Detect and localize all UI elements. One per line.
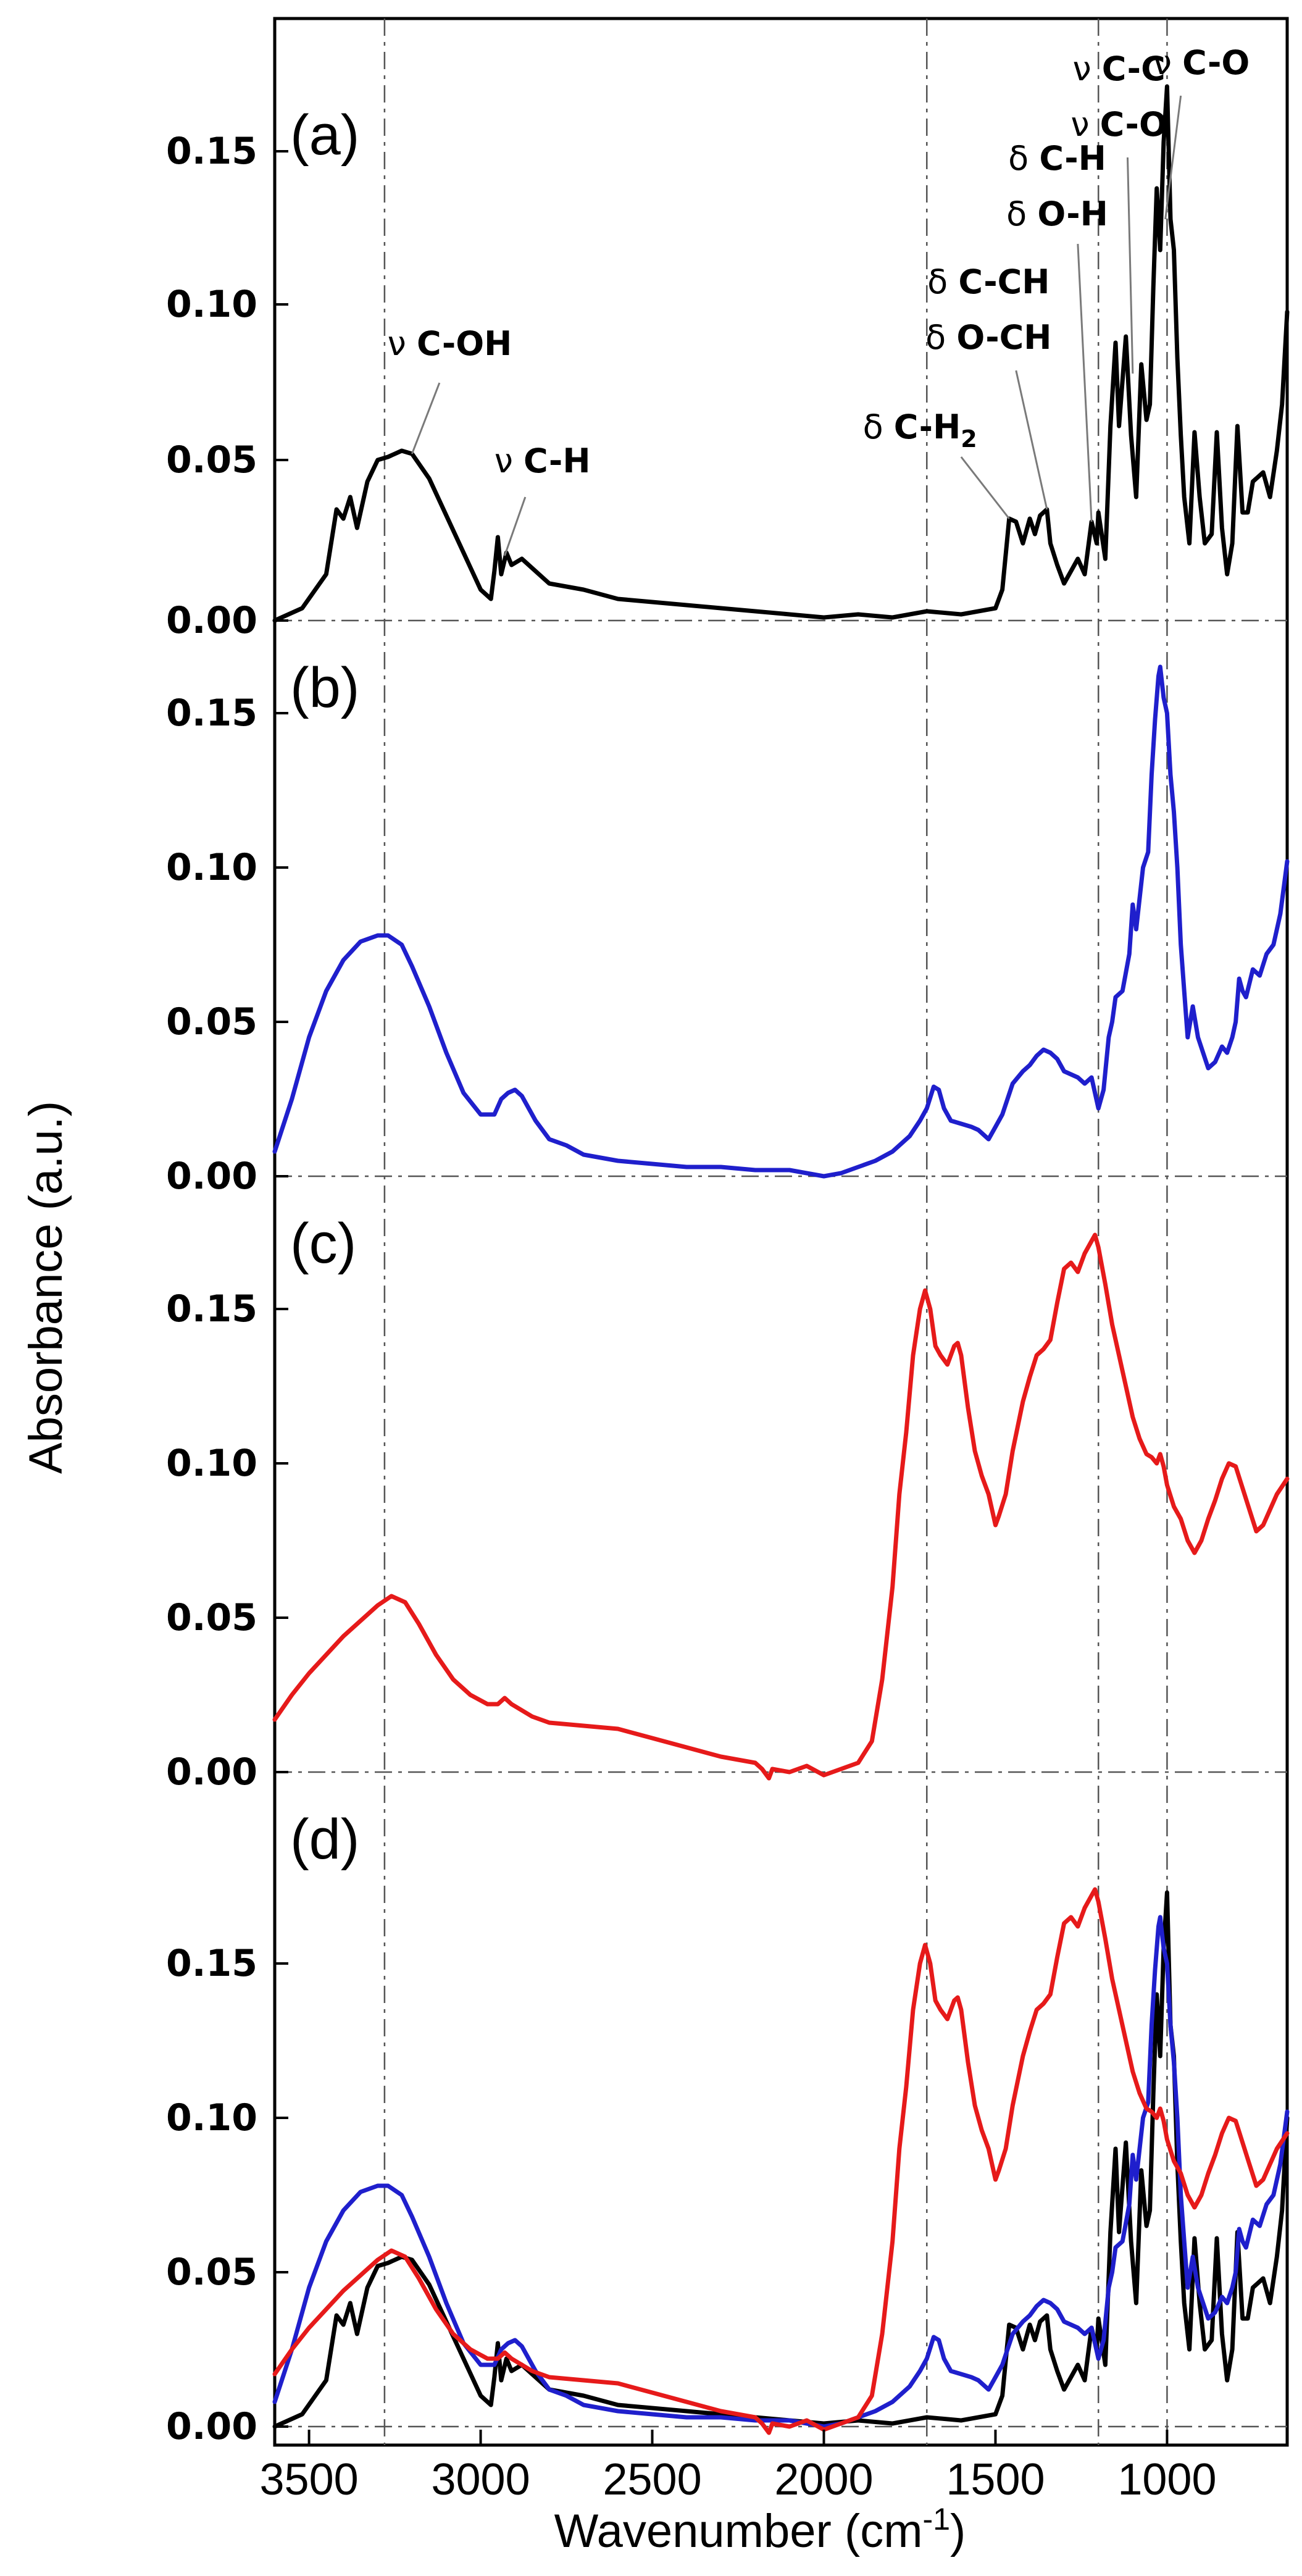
panel-label-a: (a) bbox=[290, 104, 359, 167]
annotation-leader-1 bbox=[504, 496, 527, 556]
annotation-2: δ C-H2 bbox=[863, 408, 977, 453]
annotation-0-symbol: ν bbox=[388, 324, 417, 363]
annotation-8-group: C-O bbox=[1100, 105, 1167, 144]
y-axis-title: Absorbance (a.u.) bbox=[20, 1101, 72, 1474]
y-tick-label-c-0.15: 0.15 bbox=[166, 1287, 257, 1331]
annotation-2-subscript: 2 bbox=[961, 425, 977, 453]
annotation-8: ν C-O bbox=[1070, 105, 1167, 144]
annotation-6-symbol: δ bbox=[1006, 194, 1037, 233]
y-tick-label-d-0.10: 0.10 bbox=[166, 2096, 257, 2139]
spectrum-line-d-c bbox=[272, 1887, 1290, 2435]
panel-label-d: (d) bbox=[290, 1808, 359, 1871]
annotation-2-symbol: δ bbox=[863, 408, 894, 446]
annotation-6-group: O-H bbox=[1037, 194, 1108, 233]
spectrum-line-b bbox=[272, 664, 1290, 1179]
annotation-4-symbol: δ bbox=[925, 318, 956, 357]
annotation-4: δ O-CH bbox=[925, 318, 1051, 357]
y-tick-label-c-0.10: 0.10 bbox=[166, 1442, 257, 1485]
y-tick-label-d-0.00: 0.00 bbox=[166, 2405, 257, 2448]
y-tick-label-b-0.15: 0.15 bbox=[166, 692, 257, 735]
y-tick-label-b-0.00: 0.00 bbox=[166, 1155, 257, 1198]
annotation-7-symbol: ν bbox=[1072, 49, 1101, 88]
x-tick-label-1500: 1500 bbox=[946, 2455, 1045, 2504]
x-axis-title-superscript: -1 bbox=[923, 2502, 950, 2536]
annotation-leader-0 bbox=[411, 382, 441, 454]
panel-label-c: (c) bbox=[290, 1212, 356, 1275]
annotation-1-symbol: ν bbox=[495, 441, 524, 480]
annotation-6: δ O-H bbox=[1006, 194, 1108, 233]
spectrum-line-d-a bbox=[272, 1890, 1290, 2429]
x-tick-label-2500: 2500 bbox=[603, 2455, 701, 2504]
plot-frame bbox=[273, 17, 1289, 2447]
panel-label-b: (b) bbox=[290, 656, 359, 719]
annotation-5-group: C-H bbox=[1039, 139, 1106, 178]
y-tick-label-c-0.05: 0.05 bbox=[166, 1596, 257, 1639]
annotation-5: δ C-H bbox=[1008, 139, 1106, 178]
annotation-3: δ C-CH bbox=[927, 262, 1050, 301]
annotation-8-symbol: ν bbox=[1070, 105, 1100, 144]
y-tick-label-a-0.00: 0.00 bbox=[166, 599, 257, 642]
plot-layer: 0.00 0.05 0.10 0.15 (a) 0.00 0.05 0.10 0.15 (b) 0.… bbox=[166, 17, 1290, 2504]
spectrum-line-c bbox=[272, 1232, 1290, 1781]
annotation-leader-7 bbox=[1126, 157, 1134, 374]
x-tick-label-3500: 3500 bbox=[260, 2455, 359, 2504]
y-tick-label-c-0.00: 0.00 bbox=[166, 1750, 257, 1794]
x-axis-title-close: ) bbox=[950, 2505, 966, 2557]
y-tick-label-b-0.05: 0.05 bbox=[166, 1000, 257, 1043]
y-tick-label-a-0.05: 0.05 bbox=[166, 438, 257, 482]
annotation-leader-3 bbox=[1015, 370, 1048, 510]
spectrum-line-a bbox=[272, 84, 1290, 623]
annotation-3-symbol: δ bbox=[927, 262, 958, 301]
annotation-7: ν C-C bbox=[1072, 49, 1165, 88]
annotation-5-symbol: δ bbox=[1008, 139, 1039, 178]
x-axis-title: Wavenumber (cm-1) bbox=[554, 2502, 966, 2557]
annotation-1-group: C-H bbox=[524, 441, 590, 480]
annotation-4-group: O-CH bbox=[956, 318, 1051, 357]
annotation-3-group: C-CH bbox=[958, 262, 1050, 301]
y-tick-label-a-0.10: 0.10 bbox=[166, 283, 257, 326]
annotation-9-symbol: ν bbox=[1153, 43, 1182, 82]
annotation-leader-2 bbox=[960, 456, 1010, 519]
y-tick-label-d-0.15: 0.15 bbox=[166, 1942, 257, 1985]
x-tick-label-2000: 2000 bbox=[774, 2455, 873, 2504]
y-tick-label-d-0.05: 0.05 bbox=[166, 2251, 257, 2294]
annotation-9: ν C-O bbox=[1153, 43, 1250, 82]
annotation-9-group: C-O bbox=[1182, 43, 1250, 82]
y-tick-label-a-0.15: 0.15 bbox=[166, 130, 257, 173]
x-tick-label-3000: 3000 bbox=[431, 2455, 530, 2504]
annotation-0: ν C-OH bbox=[388, 324, 512, 363]
annotation-0-group: C-OH bbox=[417, 324, 512, 363]
annotation-leader-5 bbox=[1077, 243, 1093, 522]
spectrum-line-d-b bbox=[272, 1915, 1290, 2429]
x-tick-label-1000: 1000 bbox=[1117, 2455, 1216, 2504]
annotation-2-group: C-H bbox=[894, 408, 961, 446]
annotation-7-group: C-C bbox=[1102, 49, 1166, 88]
y-tick-label-b-0.10: 0.10 bbox=[166, 846, 257, 889]
x-axis-title-main: Wavenumber (cm bbox=[554, 2505, 923, 2557]
annotation-leader-9 bbox=[1164, 95, 1182, 220]
annotation-1: ν C-H bbox=[495, 441, 591, 480]
